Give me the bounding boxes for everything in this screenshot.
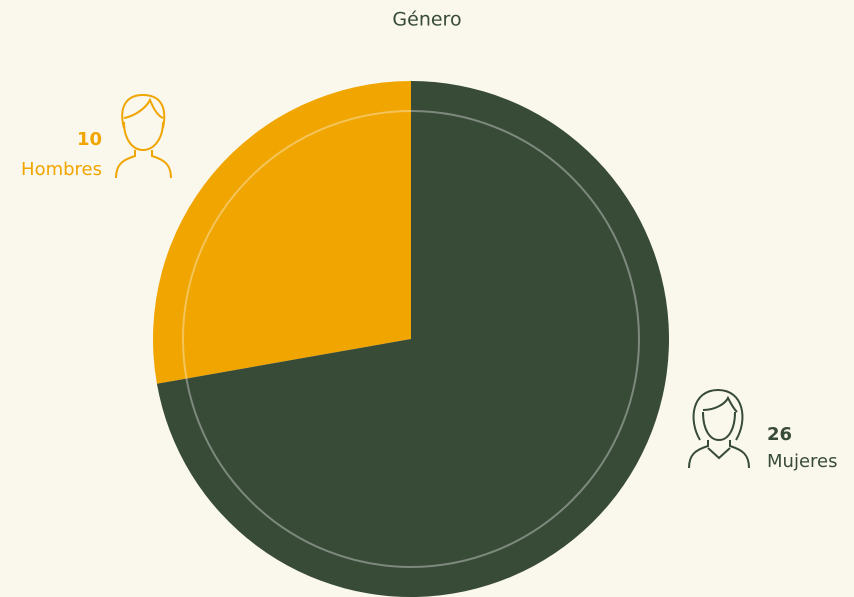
woman-icon xyxy=(688,388,750,469)
value-label: 26 xyxy=(767,424,792,445)
slice xyxy=(156,81,669,597)
inner-ring xyxy=(182,110,640,568)
man-icon xyxy=(115,93,172,179)
slice xyxy=(153,81,411,384)
category-label: Hombres xyxy=(21,159,102,180)
slices xyxy=(153,81,669,597)
value-label: 10 xyxy=(77,129,102,150)
category-label: Mujeres xyxy=(767,451,837,472)
chart-title: Género xyxy=(392,9,461,31)
